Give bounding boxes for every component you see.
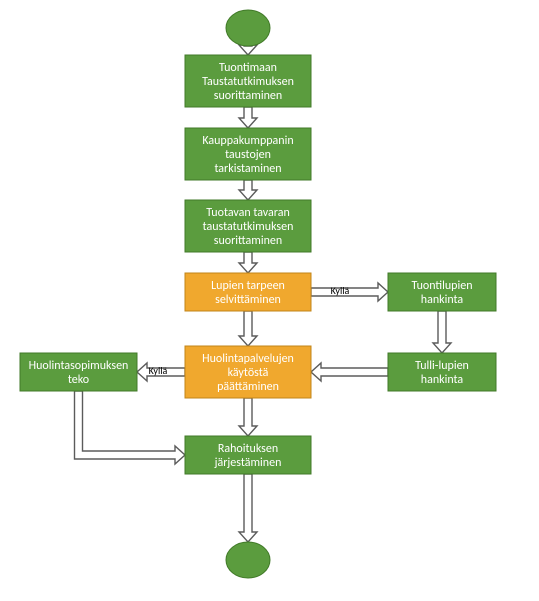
flow-node-label: Taustatutkimuksen	[202, 75, 294, 89]
edge-label: Kyllä	[331, 284, 350, 297]
flow-node-label: Tuontilupien	[411, 279, 472, 293]
flow-node-label: suorittaminen	[214, 234, 282, 248]
flow-arrow	[239, 311, 257, 346]
flow-node-label: selvittäminen	[215, 293, 281, 307]
flow-node-label: Tuontimaan	[219, 61, 277, 75]
flow-arrow	[239, 180, 257, 200]
flow-node-label: tarkistaminen	[214, 162, 281, 176]
flow-arrow	[239, 398, 257, 436]
flow-node-label: Tuotavan tavaran	[206, 206, 290, 220]
flow-arrow	[75, 391, 186, 464]
flow-node-label: käytöstä	[228, 366, 269, 380]
flow-node-label: taustojen	[225, 148, 271, 162]
flow-start	[226, 10, 270, 46]
flow-arrow	[433, 311, 451, 353]
flow-node-label: hankinta	[421, 373, 464, 387]
flow-node-label: hankinta	[421, 293, 464, 307]
flow-node-label: Huolintapalvelujen	[202, 352, 294, 366]
flow-node-label: teko	[68, 373, 89, 387]
flow-node-label: Lupien tarpeen	[211, 279, 285, 293]
flow-arrow	[311, 363, 388, 381]
edge-label: Kyllä	[149, 364, 168, 377]
flow-node-label: taustatutkimuksen	[203, 220, 294, 234]
flowchart-canvas: KylläKylläTuontimaanTaustatutkimuksensuo…	[0, 0, 539, 601]
flow-node-label: päättäminen	[217, 380, 279, 394]
flow-arrow	[239, 474, 257, 542]
flow-node-label: suorittaminen	[214, 89, 282, 103]
flow-node-label: Tulli-lupien	[415, 359, 469, 373]
flow-node-label: järjestäminen	[214, 456, 282, 470]
flow-arrow	[239, 107, 257, 128]
flow-arrow	[311, 283, 388, 301]
flow-node-label: Huolintasopimuksen	[29, 359, 129, 373]
flow-arrow	[239, 252, 257, 273]
flow-node-label: Kauppakumppanin	[202, 134, 293, 148]
flow-end	[226, 542, 270, 578]
flow-node-label: Rahoituksen	[218, 442, 278, 456]
